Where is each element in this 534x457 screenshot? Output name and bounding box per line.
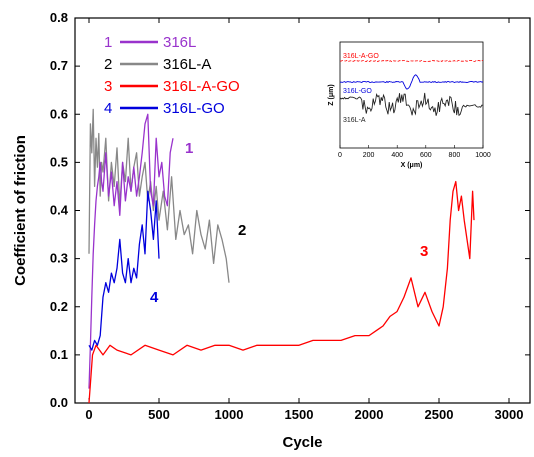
legend-label: 316L [163,34,196,51]
x-axis-title: Cycle [282,434,322,451]
inset-x-tick-label: 0 [338,152,342,159]
inset-x-axis-title: X (μm) [401,162,423,169]
inset-series-label: 316L-GO [343,88,372,95]
y-tick-label: 0.4 [50,203,69,218]
y-tick-label: 0.2 [50,299,68,314]
x-tick-label: 0 [85,407,92,422]
x-tick-label: 2000 [355,407,384,422]
inset-x-tick-label: 1000 [475,152,491,159]
curve-label-2: 2 [238,222,246,239]
curve-label-3: 3 [420,243,428,260]
legend-label: 316L-A-GO [163,78,240,95]
inset-profile-chart: 0 200 400 600 800 1000 X (μm) Z (μm) 316L-A-GO 31… [328,41,491,169]
x-tick-label: 2500 [425,407,454,422]
y-tick-label: 0.1 [50,347,68,362]
x-tick-label: 1500 [285,407,314,422]
curve-labels: 1 2 3 4 [150,140,428,306]
y-tick-label: 0.3 [50,251,68,266]
inset-y-axis-title: Z (μm) [328,84,335,105]
y-tick-label: 0.5 [50,154,68,169]
y-tick-label: 0.8 [50,10,68,25]
inset-series-label: 316L-A [343,117,366,124]
series-line-316L [88,113,174,389]
legend-label: 316L-GO [163,100,225,117]
legend-label: 316L-A [163,56,211,73]
series-line-316L-GO [88,190,160,351]
y-tick-label: 0.0 [50,395,68,410]
series-group [88,108,475,404]
x-tick-label: 1000 [215,407,244,422]
y-tick-label: 0.7 [50,58,68,73]
legend-number: 2 [104,56,112,73]
curve-label-4: 4 [150,289,159,306]
legend-number: 3 [104,78,112,95]
curve-label-1: 1 [185,140,193,157]
x-tick-label: 500 [148,407,170,422]
inset-frame [339,41,484,149]
legend-number: 1 [104,34,112,51]
main-axes: 0 500 1000 1500 2000 2500 30000.00.10.20.30.40… [12,10,531,451]
inset-x-tick-label: 800 [449,152,461,159]
inset-x-tick-label: 400 [391,152,403,159]
inset-trace-316L-A-GO [339,59,484,63]
inset-trace-316L-A [339,92,484,117]
inset-x-tick-label: 600 [420,152,432,159]
series-line-316L-A [88,108,230,283]
legend-number: 4 [104,100,112,117]
inset-x-tick-label: 200 [363,152,375,159]
inset-trace-316L-GO [339,74,484,90]
inset-series-label: 316L-A-GO [343,53,379,60]
y-tick-label: 0.6 [50,106,68,121]
x-tick-label: 3000 [495,407,524,422]
series-line-316L-A-GO [88,180,475,404]
y-axis-title: Coefficient of friction [12,135,29,286]
legend: 1 316L 2 316L-A 3 316L-A-GO 4 316L-GO [104,34,240,117]
